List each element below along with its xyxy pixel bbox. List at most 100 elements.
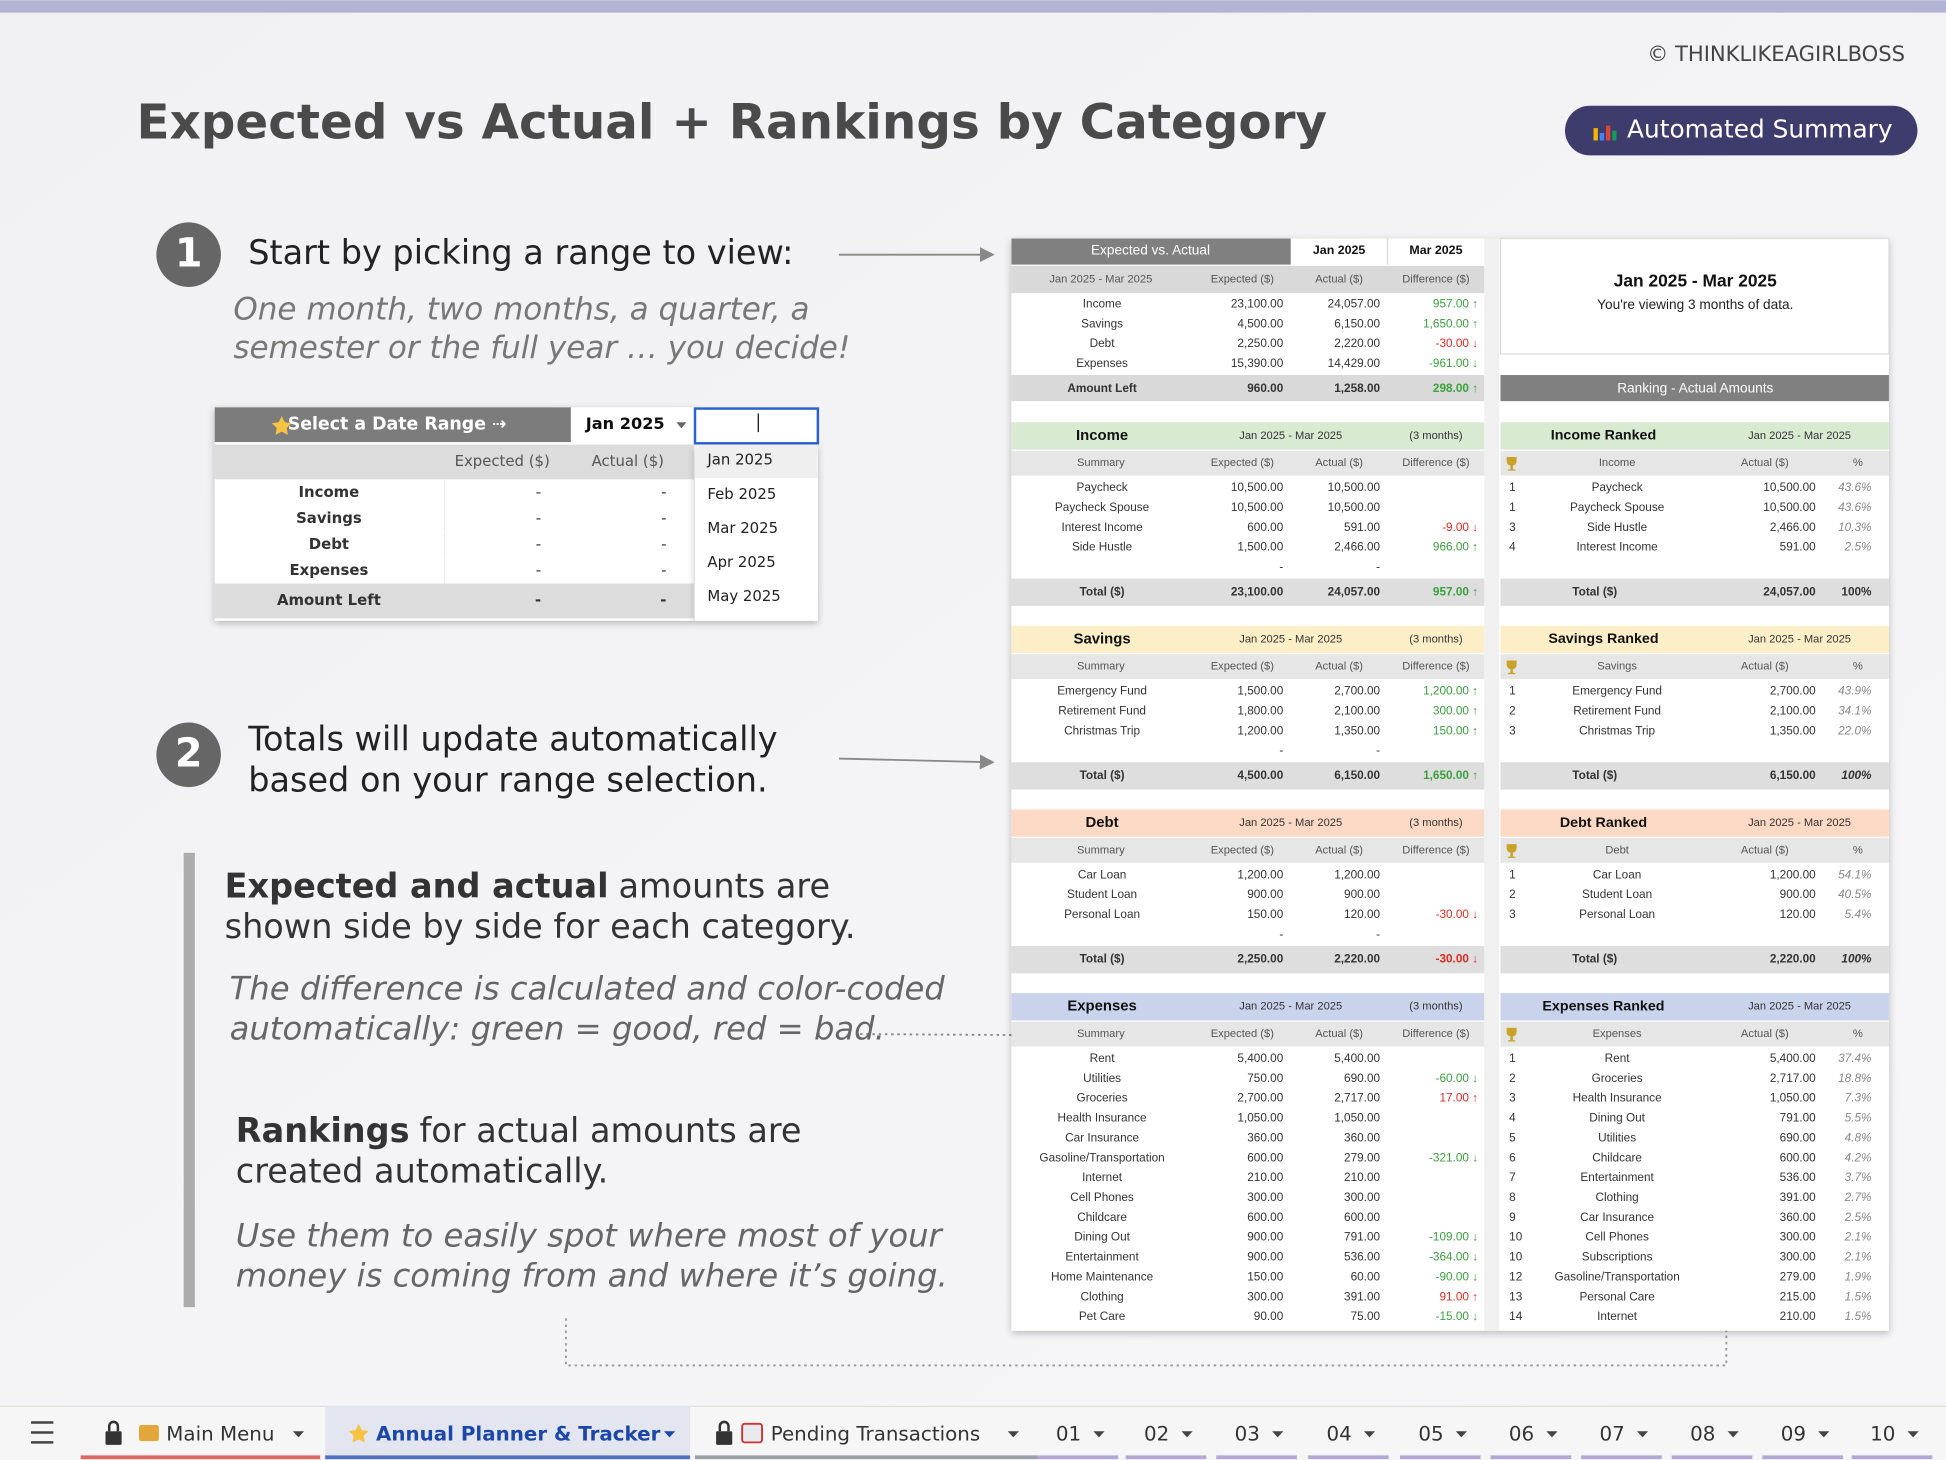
sheet-tab[interactable]: Main Menu [166, 1422, 274, 1445]
expected: 1,050.00 [1237, 1112, 1283, 1125]
row-label: Retirement Fund [1058, 704, 1146, 717]
ranked-percent: 2.5% [1844, 541, 1872, 554]
date-range-widget: Select a Date Range ⇢ Jan 2025 Expected ($… [214, 407, 695, 621]
column-header: Difference ($) [1402, 1028, 1470, 1040]
ranking-title-bg [1500, 375, 1889, 402]
step-number: 2 [175, 731, 203, 777]
difference: 1,650.00 ↑ [1423, 769, 1478, 782]
section-header [1011, 809, 1485, 837]
lock-icon [716, 1431, 733, 1445]
ranked-actual: 300.00 [1780, 1231, 1816, 1244]
expected: 600.00 [1247, 1211, 1283, 1224]
total-actual: 2,220.00 [1770, 953, 1816, 966]
total-bg [1011, 762, 1485, 790]
ranked-label: Groceries [1592, 1072, 1643, 1085]
expected: 2,250.00 [1237, 953, 1283, 966]
ranked-header [1500, 993, 1889, 1021]
ranked-range: Jan 2025 - Mar 2025 [1748, 633, 1851, 645]
sheet-tab[interactable]: 08 [1690, 1422, 1715, 1445]
column-header: Expected ($) [1211, 457, 1275, 469]
row-label: Rent [1090, 1052, 1116, 1065]
section-header [1011, 993, 1485, 1021]
trophy-icon [1506, 1027, 1517, 1042]
section-range: Jan 2025 - Mar 2025 [1239, 817, 1342, 829]
ranked-percent: 3.7% [1845, 1171, 1872, 1184]
expected: 300.00 [1247, 1191, 1283, 1204]
badge-bg [1564, 105, 1918, 156]
row-label: Emergency Fund [1057, 685, 1147, 698]
ranked-actual: 10,500.00 [1763, 501, 1816, 514]
difference: -30.00 ↓ [1436, 908, 1479, 921]
dropdown-option[interactable]: Jan 2025 [706, 451, 773, 469]
difference: 91.00 ↑ [1439, 1290, 1478, 1303]
ranked-label: Interest Income [1577, 541, 1659, 554]
selected-date[interactable]: Jan 2025 [585, 414, 665, 433]
sheet-tab[interactable]: 06 [1509, 1422, 1534, 1445]
sheet-tab[interactable]: 09 [1781, 1422, 1806, 1445]
ranked-actual: 300.00 [1780, 1251, 1816, 1264]
range-from[interactable]: Jan 2025 [1313, 243, 1366, 257]
sheet-tab[interactable]: 04 [1326, 1422, 1351, 1445]
range-to[interactable]: Mar 2025 [1409, 243, 1462, 257]
expected: 210.00 [1247, 1171, 1283, 1184]
sheet-tab[interactable]: Pending Transactions [771, 1422, 981, 1445]
column-header: Difference ($) [1402, 661, 1470, 673]
row-label: Gasoline/Transportation [1039, 1151, 1164, 1164]
ranked-label: Retirement Fund [1573, 704, 1661, 717]
rank: 3 [1509, 908, 1516, 921]
ranked-label: Student Loan [1582, 888, 1652, 901]
column-header: Actual ($) [1741, 457, 1789, 469]
badge-icon [1612, 130, 1617, 141]
difference: 957.00 ↑ [1433, 585, 1478, 598]
total-percent: 100% [1841, 769, 1872, 782]
trophy-icon [1506, 844, 1517, 858]
ranked-actual: 2,717.00 [1770, 1072, 1816, 1085]
ranked-percent: 18.8% [1838, 1072, 1871, 1085]
badge-label[interactable]: Automated Summary [1627, 115, 1893, 144]
overview-subheader [1011, 265, 1485, 294]
expected: 2,250.00 [1237, 337, 1283, 350]
rank: 1 [1509, 1052, 1516, 1065]
ranked-actual: 600.00 [1780, 1151, 1816, 1164]
ranked-actual: 5,400.00 [1770, 1052, 1816, 1065]
column-header: Income [1599, 457, 1636, 469]
ranked-label: Car Insurance [1580, 1211, 1654, 1224]
actual: 690.00 [1344, 1072, 1380, 1085]
column-header: Expected ($) [1211, 661, 1275, 673]
actual: 2,700.00 [1334, 685, 1380, 698]
section-range: Jan 2025 - Mar 2025 [1239, 430, 1342, 442]
ranked-label: Childcare [1592, 1151, 1642, 1164]
sheet-tab[interactable]: 02 [1144, 1422, 1169, 1445]
cell: - [536, 535, 541, 553]
ranked-percent: 43.9% [1838, 685, 1871, 698]
sheet-tab[interactable]: 05 [1418, 1422, 1443, 1445]
dropdown-option[interactable]: Apr 2025 [707, 553, 775, 571]
row-label: Health Insurance [1058, 1112, 1148, 1125]
row-label: Personal Loan [1064, 908, 1140, 921]
section-subheader [1011, 837, 1485, 863]
dropdown-option[interactable]: Mar 2025 [707, 519, 778, 537]
expected: 4,500.00 [1237, 317, 1283, 330]
sheet-tab[interactable]: 01 [1056, 1422, 1081, 1445]
sheet-tab[interactable]: Annual Planner & Tracker [376, 1422, 661, 1445]
row-label: Cell Phones [1070, 1191, 1134, 1204]
rank: 1 [1509, 685, 1516, 698]
ranked-percent: 40.5% [1838, 888, 1871, 901]
actual: 24,057.00 [1328, 297, 1381, 310]
ranked-percent: 43.6% [1838, 481, 1871, 494]
ranked-label: Clothing [1595, 1191, 1638, 1204]
sheet-tab[interactable]: 07 [1600, 1422, 1625, 1445]
row-label: Groceries [1077, 1092, 1128, 1105]
row-label: Paycheck Spouse [1055, 501, 1150, 514]
ranked-label: Paycheck [1592, 481, 1643, 494]
ranked-percent: 1.5% [1845, 1290, 1872, 1303]
difference: -30.00 ↓ [1436, 337, 1479, 350]
date-input [693, 407, 820, 445]
sheet-tab[interactable]: 10 [1870, 1422, 1895, 1445]
dropdown-option[interactable]: Feb 2025 [707, 485, 776, 503]
actual: 2,717.00 [1334, 1092, 1380, 1105]
dropdown-option[interactable]: May 2025 [707, 587, 780, 605]
tab-caret [1907, 1431, 1919, 1438]
sheet-tab[interactable]: 03 [1235, 1422, 1260, 1445]
column-header: % [1853, 457, 1863, 469]
